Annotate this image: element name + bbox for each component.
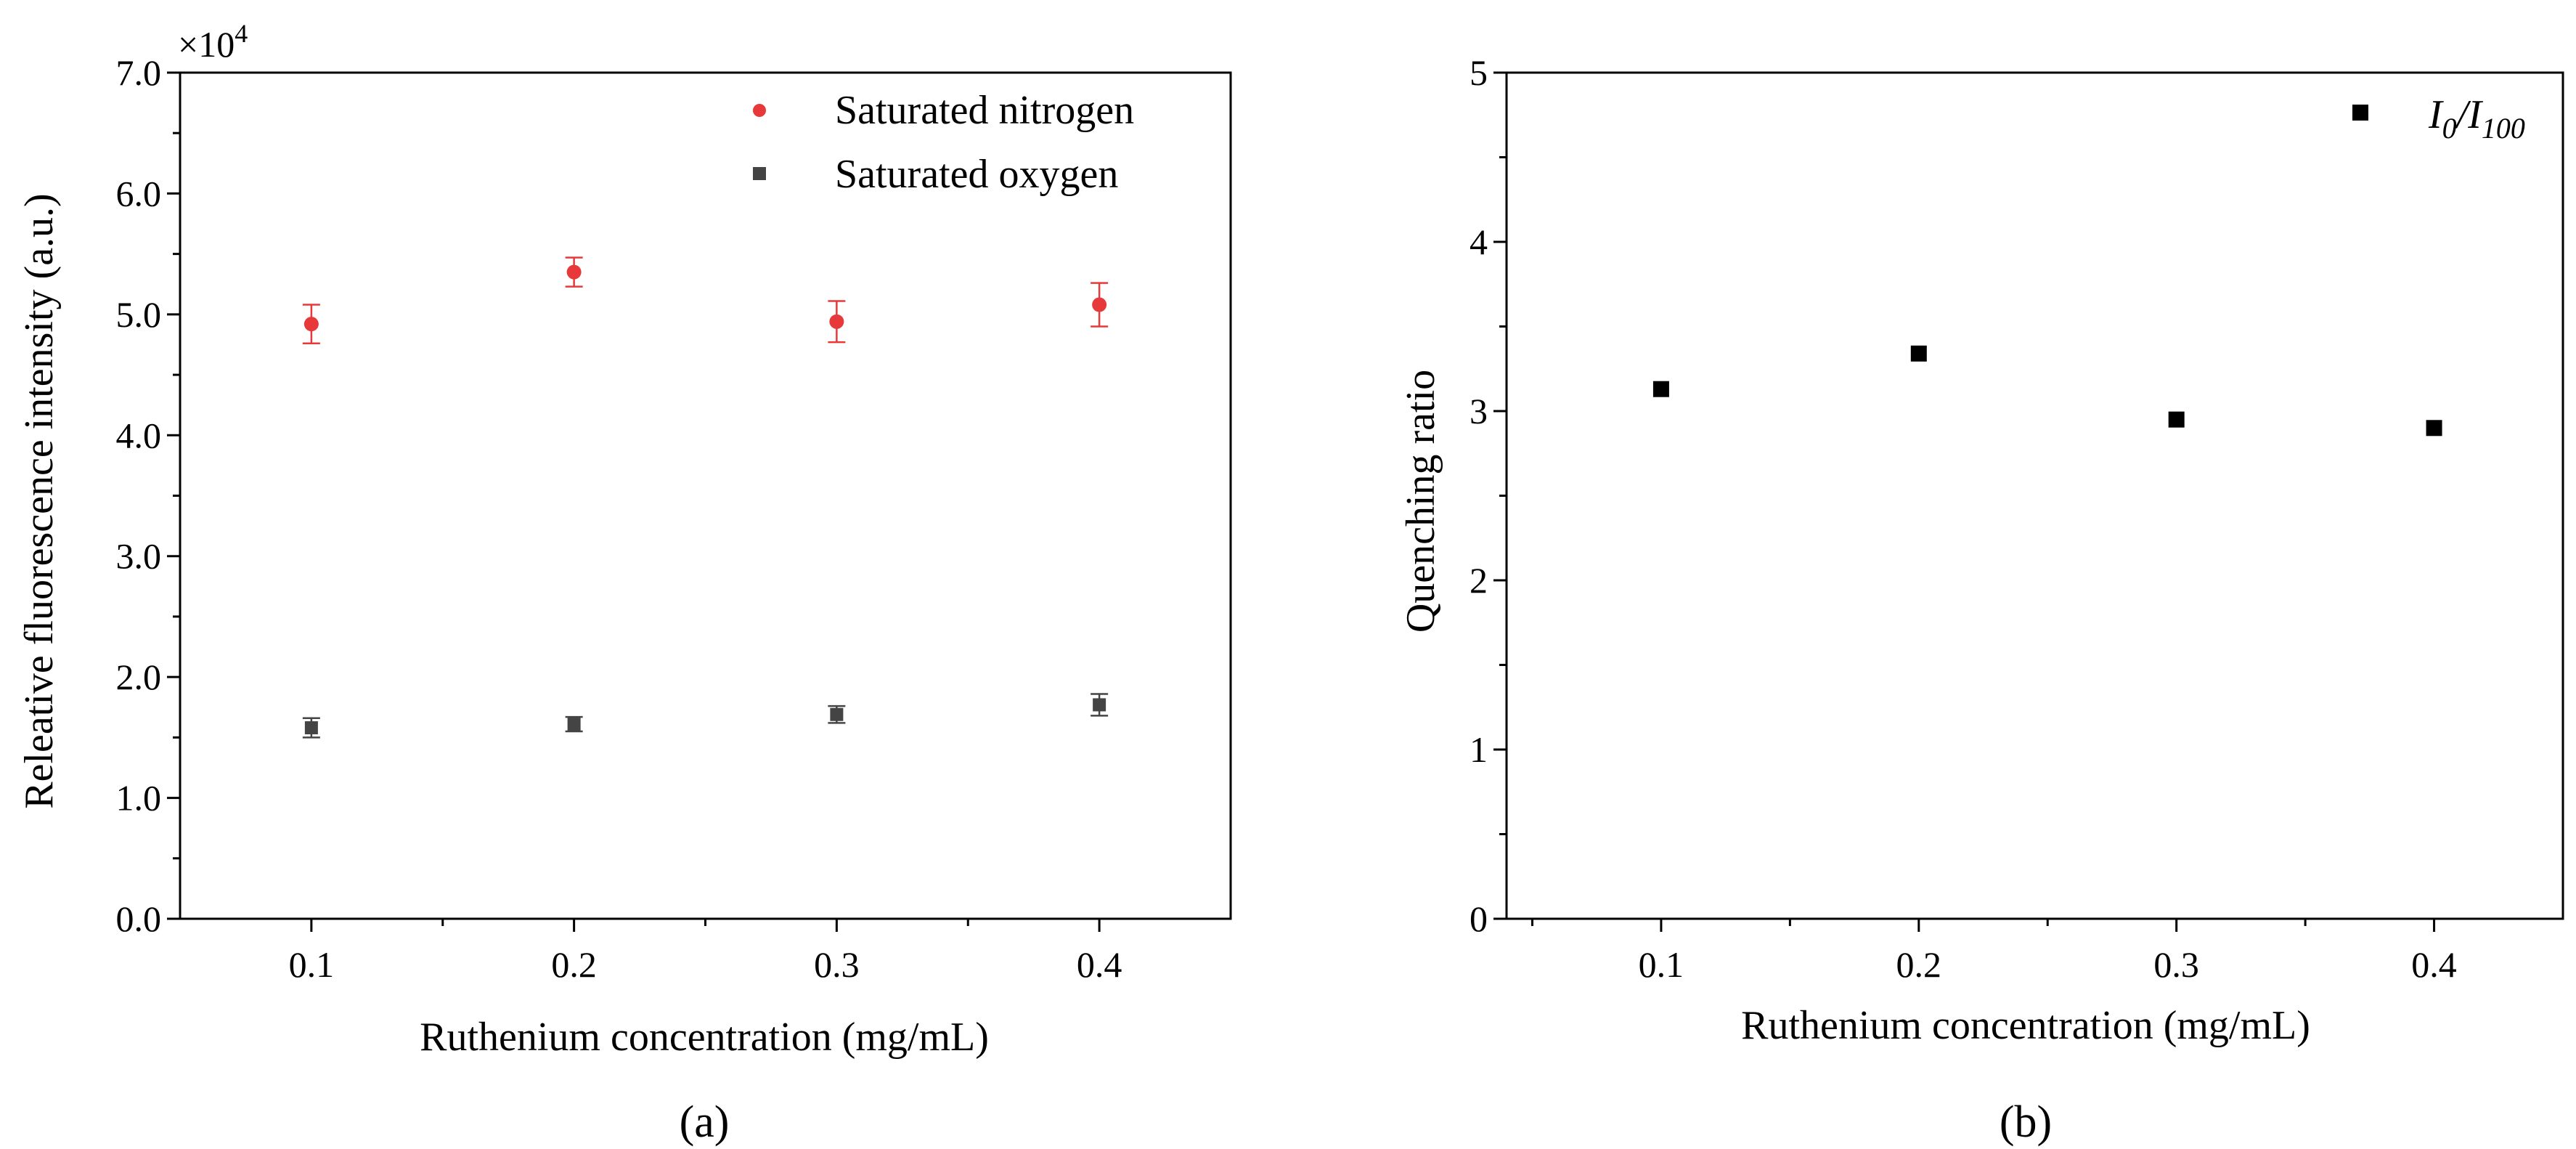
x-tick-label-a: 0.3: [814, 944, 860, 985]
y-tick-label-a: 7.0: [116, 52, 162, 93]
plot-frame-b: [1505, 71, 2564, 920]
legend-b: I0/I100: [2352, 92, 2525, 145]
data-point-a-s0: [829, 314, 844, 329]
data-point-b-s0: [1910, 345, 1927, 362]
x-axis-a: 0.1 0.2 0.3 0.4: [289, 919, 1122, 985]
y-tick-label-a: 5.0: [116, 294, 162, 335]
y-axis-title-b: Quenching ratio: [1398, 370, 1443, 633]
legend-a: Saturated nitrogen Saturated oxygen: [753, 88, 1134, 197]
y-tick-label-b: 1: [1470, 729, 1488, 770]
y-tick-label-a: 3.0: [116, 536, 162, 577]
y-multiplier-a: ×104: [178, 19, 248, 65]
y-tick-label-b: 3: [1470, 391, 1488, 431]
data-point-a-s1: [830, 707, 844, 721]
x-tick-label-b: 0.3: [2153, 944, 2199, 985]
y-tick-label-b: 5: [1470, 52, 1488, 93]
y-tick-label-a: 2.0: [116, 657, 162, 697]
x-tick-label-b: 0.4: [2411, 944, 2457, 985]
x-axis-title-a: Ruthenium concentration (mg/mL): [420, 1015, 989, 1060]
y-tick-label-a: 0.0: [116, 898, 162, 939]
data-point-a-s1: [567, 718, 581, 731]
legend-marker-ratio: [2352, 105, 2368, 121]
data-point-a-s1: [1093, 698, 1106, 712]
legend-label-oxygen: Saturated oxygen: [835, 152, 1118, 197]
legend-label-ratio: I0/I100: [2428, 92, 2525, 145]
y-tick-label-b: 0: [1470, 898, 1488, 939]
y-axis-a: 0.0 1.0 2.0 3.0 4.0 5.0 6.0 7.0: [116, 52, 180, 939]
y-tick-label-b: 2: [1470, 560, 1488, 601]
x-axis-title-b: Ruthenium concentration (mg/mL): [1741, 1003, 2310, 1048]
x-tick-label-a: 0.1: [289, 944, 335, 985]
chart-b: 0 1 2 3 4 5 0.1 0.2 0.3 0.4 Ruthenium concentrat…: [1398, 52, 2564, 1147]
x-tick-label-a: 0.4: [1077, 944, 1122, 985]
y-tick-label-a: 1.0: [116, 778, 162, 819]
y-tick-label-b: 4: [1470, 222, 1488, 262]
legend-label-nitrogen: Saturated nitrogen: [835, 88, 1134, 133]
data-point-b-s0: [2426, 420, 2442, 437]
data-point-a-s0: [303, 317, 319, 332]
data-point-a-s0: [1092, 297, 1107, 312]
x-tick-label-b: 0.1: [1639, 944, 1684, 985]
data-point-b-s0: [1652, 381, 1669, 397]
data-point-a-s0: [566, 264, 582, 280]
y-tick-label-a: 4.0: [116, 415, 162, 455]
x-tick-label-b: 0.2: [1896, 944, 1942, 985]
chart-a: 0.0 1.0 2.0 3.0 4.0 5.0 6.0 7.0 0.1 0.2 0.3 0.4 ×1…: [17, 19, 1232, 1147]
plot-frame-a: [179, 71, 1232, 920]
plot-area-a: [302, 256, 1109, 739]
y-tick-label-a: 6.0: [116, 173, 162, 214]
x-axis-b: 0.1 0.2 0.3 0.4: [1530, 919, 2457, 985]
panel-label-a: (a): [680, 1097, 730, 1147]
plot-area-b: [1652, 345, 2442, 437]
legend-marker-oxygen: [753, 167, 766, 180]
panel-label-b: (b): [2000, 1097, 2052, 1147]
legend-marker-nitrogen: [753, 104, 766, 117]
y-axis-title-a: Releative fluorescence intensity (a.u.): [17, 193, 62, 808]
data-point-b-s0: [2168, 411, 2185, 428]
data-point-a-s1: [304, 721, 318, 735]
y-axis-b: 0 1 2 3 4 5: [1470, 52, 1507, 939]
x-tick-label-a: 0.2: [551, 944, 597, 985]
